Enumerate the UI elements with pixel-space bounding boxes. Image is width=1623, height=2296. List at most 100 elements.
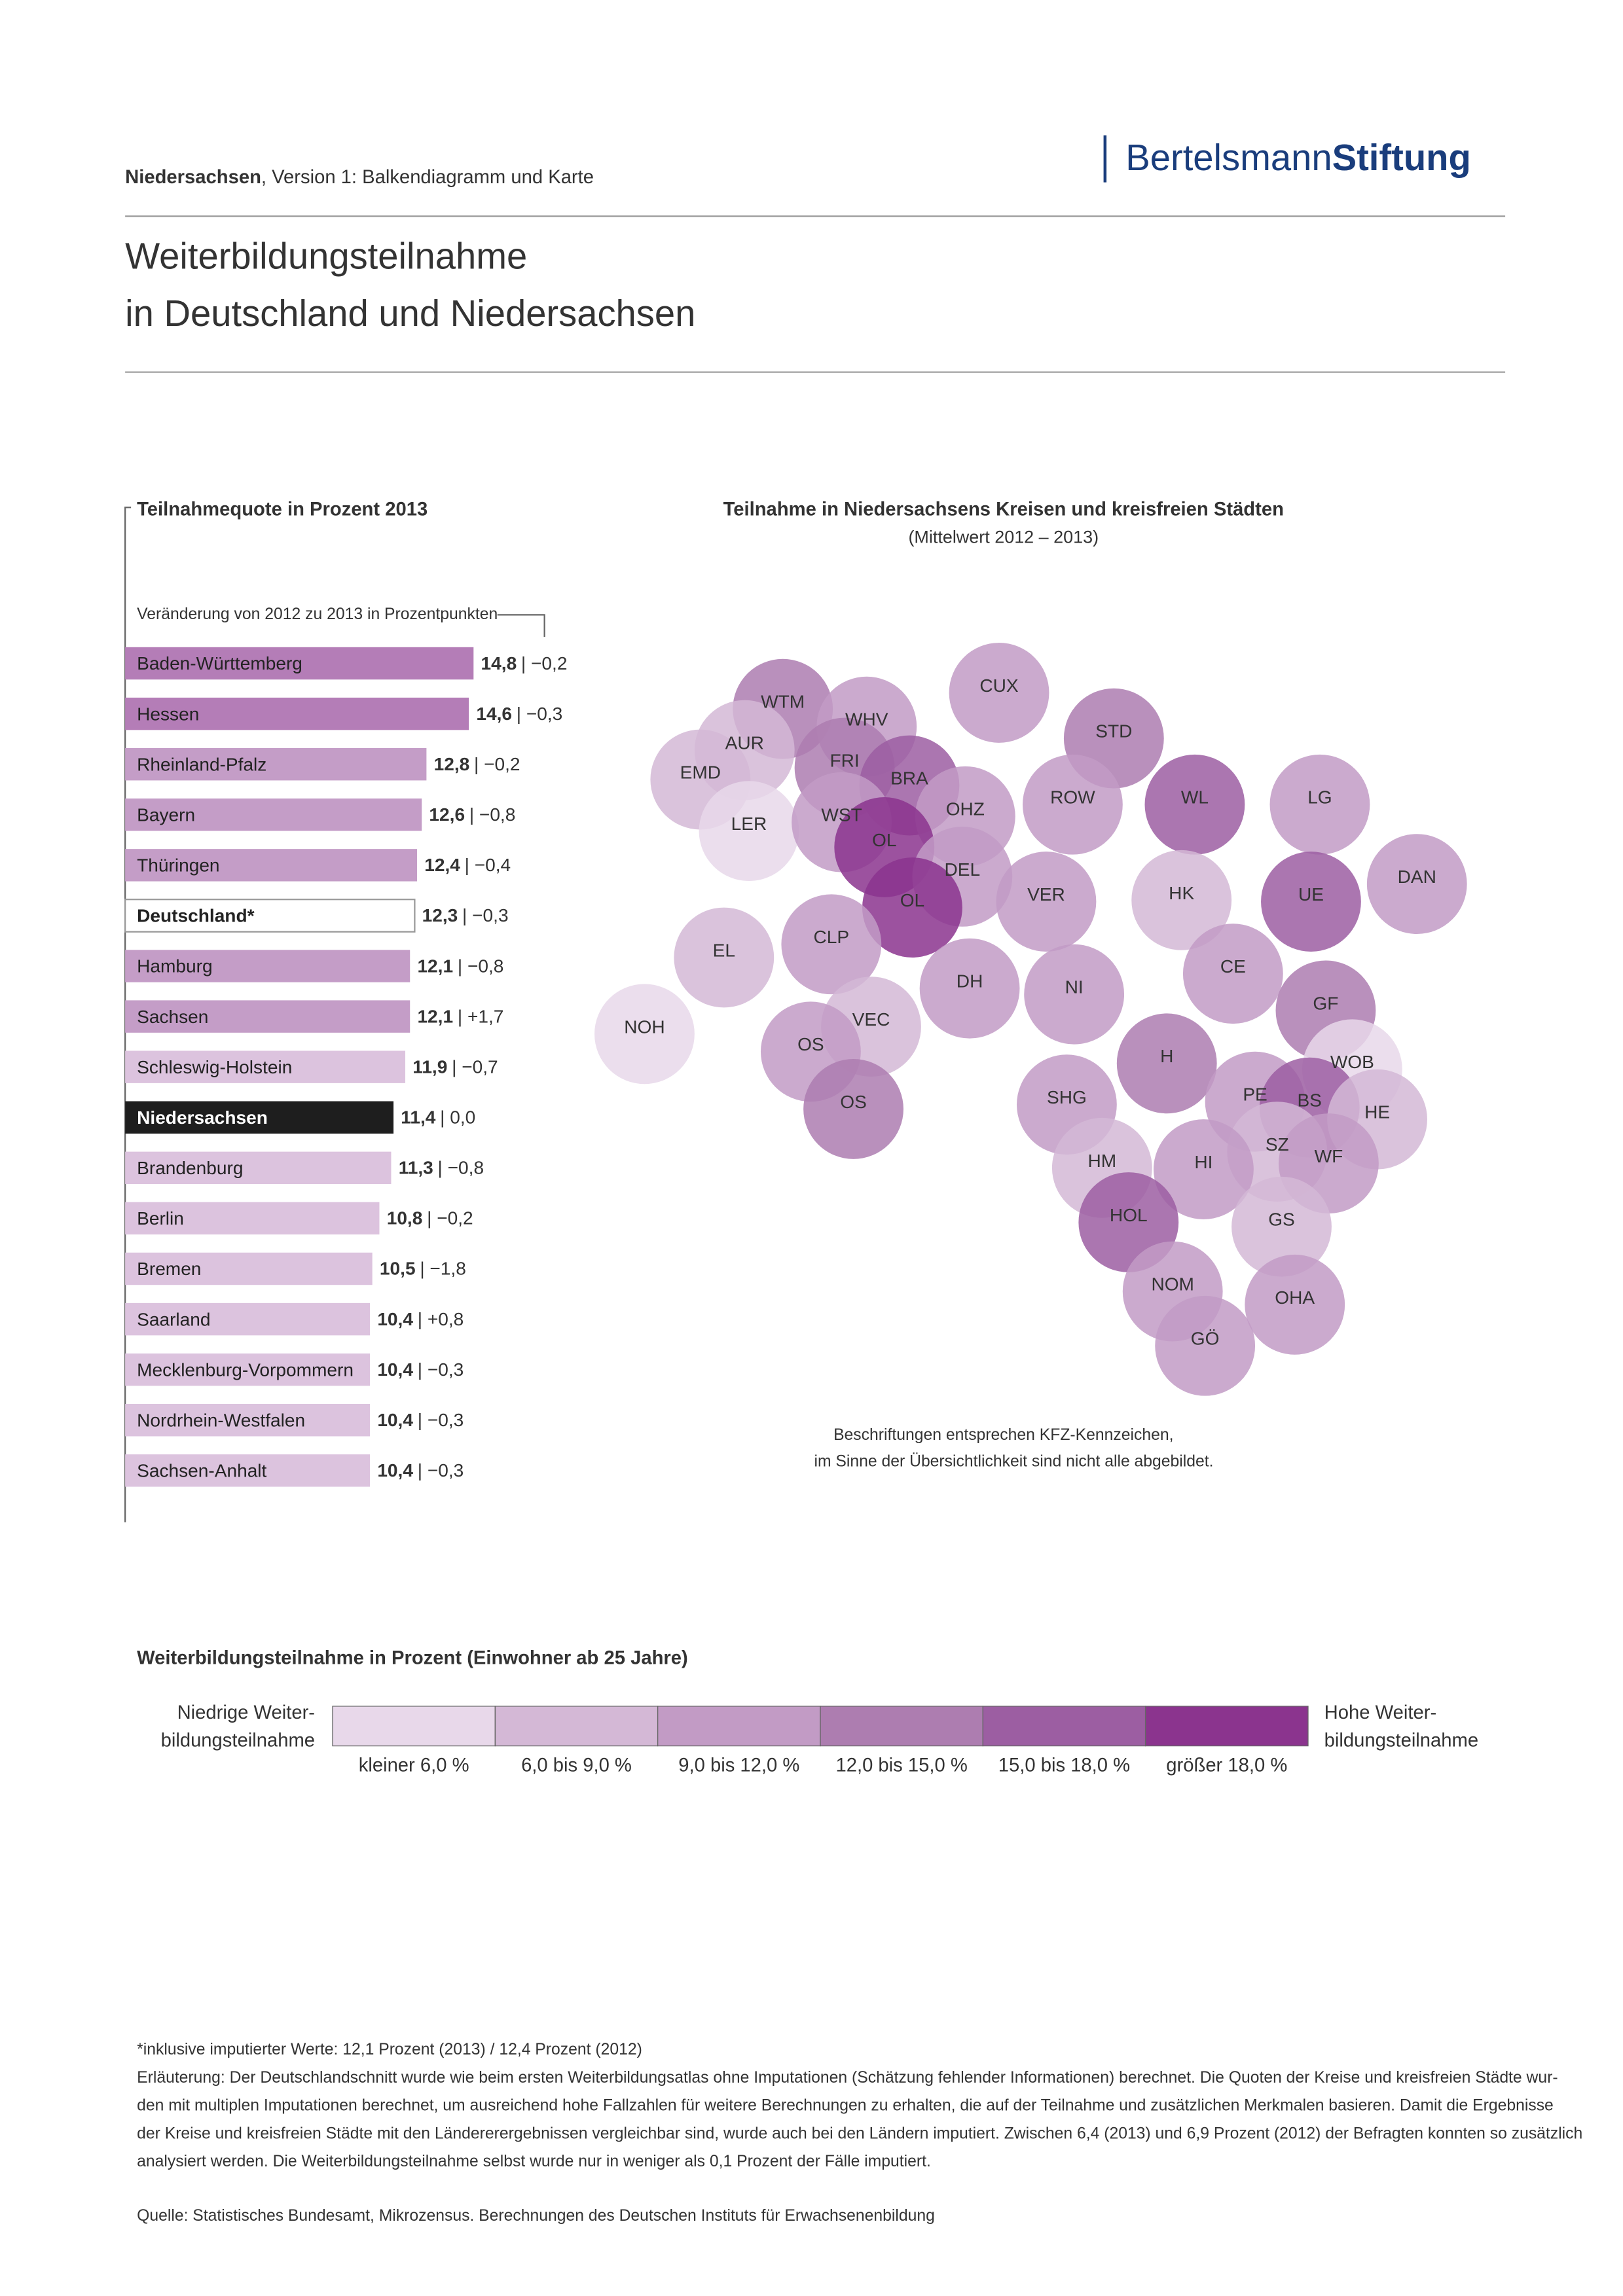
bar <box>125 747 427 781</box>
region-label: OS <box>840 1092 867 1112</box>
value: 14,6 <box>476 704 512 724</box>
value: 10,4 <box>377 1359 413 1380</box>
region-label: NOH <box>624 1016 665 1037</box>
value-label: 11,4 | 0,0 <box>401 1107 475 1128</box>
footnote: *inklusive imputierter Werte: 12,1 Proze… <box>137 2041 642 2058</box>
region-label: OS <box>797 1034 824 1054</box>
legend-title: Weiterbildungsteilnahme in Prozent (Einw… <box>137 1648 688 1669</box>
bar <box>125 1454 371 1487</box>
bar <box>125 950 410 982</box>
category-label: Sachsen-Anhalt <box>137 1460 266 1480</box>
change: | −0,3 <box>418 1410 464 1430</box>
region <box>862 857 962 958</box>
value: 10,8 <box>387 1208 423 1229</box>
chart-title: Teilnahmequote in Prozent 2013 <box>137 499 428 520</box>
region-label: OHZ <box>946 799 985 819</box>
region-label: BRA <box>890 768 928 788</box>
bar <box>125 647 474 680</box>
region-label: FRI <box>830 751 859 771</box>
change: | −0,3 <box>462 906 509 926</box>
region-label: CE <box>1220 956 1246 977</box>
legend: kleiner 6,0 % 6,0 bis 9,0 % 9,0 bis 12,0 %… <box>332 1706 1309 1776</box>
change: | −0,3 <box>418 1359 464 1380</box>
legend-swatch <box>1144 1706 1309 1747</box>
value-label: 12,6 | −0,8 <box>429 804 515 825</box>
region-label: WTM <box>761 692 805 712</box>
value: 12,8 <box>434 754 470 774</box>
category-label: Bayern <box>137 804 195 825</box>
region-label: GF <box>1313 993 1338 1013</box>
value-label: 10,4 | −0,3 <box>377 1460 464 1480</box>
region-label: VEC <box>852 1009 890 1030</box>
region-label: SZ <box>1266 1134 1289 1155</box>
category-label: Hamburg <box>137 956 212 977</box>
region-label: HM <box>1088 1151 1117 1171</box>
legend-label: größer 18,0 % <box>1166 1755 1287 1776</box>
bar <box>125 849 418 882</box>
map-subtitle: (Mittelwert 2012 – 2013) <box>908 528 1099 547</box>
region <box>1245 1254 1345 1355</box>
header-region: Niedersachsen <box>125 167 261 188</box>
bar <box>125 1404 371 1437</box>
category-label: Sachsen <box>137 1007 208 1027</box>
value: 11,3 <box>399 1158 433 1178</box>
value: 10,4 <box>377 1460 413 1480</box>
category-label: Berlin <box>137 1208 184 1229</box>
region <box>781 894 882 995</box>
value: 12,6 <box>429 804 465 825</box>
category-label: Bremen <box>137 1259 201 1279</box>
value-label: 11,3 | −0,8 <box>399 1158 484 1178</box>
region-label: EMD <box>680 762 721 782</box>
region-label: GS <box>1268 1210 1295 1230</box>
legend-swatch <box>494 1706 659 1747</box>
region-label: NI <box>1065 977 1084 997</box>
region-label: WOB <box>1330 1052 1374 1072</box>
region-label: H <box>1160 1046 1173 1066</box>
chart-subtitle: Veränderung von 2012 zu 2013 in Prozentp… <box>137 605 498 623</box>
value-label: 12,1 | +1,7 <box>417 1007 503 1027</box>
change: | +1,7 <box>458 1007 504 1027</box>
title: Weiterbildungsteilnahme <box>125 235 527 276</box>
region <box>949 643 1049 743</box>
region <box>699 781 799 882</box>
value: 12,3 <box>422 906 458 926</box>
logo-b: Stiftung <box>1332 137 1471 178</box>
change: | 0,0 <box>440 1107 475 1128</box>
region <box>1182 924 1283 1024</box>
region-label: OL <box>872 830 896 850</box>
region <box>594 984 695 1085</box>
value: 10,4 <box>377 1309 413 1329</box>
bar <box>125 1000 410 1033</box>
region <box>1024 944 1125 1045</box>
region <box>1116 1013 1217 1114</box>
region-label: LG <box>1307 787 1332 808</box>
region-label: SHG <box>1047 1087 1087 1107</box>
map-title: Teilnahme in Niedersachsens Kreisen und … <box>723 499 1284 520</box>
category-label: Deutschland* <box>137 906 254 926</box>
legend-swatch <box>820 1706 983 1747</box>
region-label: DH <box>957 971 983 992</box>
footnotes: *inklusive imputierter Werte: 12,1 Proze… <box>137 2041 1582 2170</box>
map-note: Beschriftungen entsprechen KFZ-Kennzeich… <box>833 1426 1173 1444</box>
region <box>674 907 775 1008</box>
bar <box>125 1151 392 1185</box>
value-label: 10,4 | −0,3 <box>377 1359 464 1380</box>
legend-label: 9,0 bis 12,0 % <box>678 1755 799 1776</box>
category-label: Baden-Württemberg <box>137 653 302 673</box>
region-label: HE <box>1364 1102 1390 1122</box>
value: 11,9 <box>412 1057 447 1077</box>
value-label: 12,3 | −0,3 <box>422 906 509 926</box>
change: | −0,8 <box>438 1158 484 1178</box>
region-label: WF <box>1315 1146 1343 1166</box>
header-subtitle: , Version 1: Balkendiagramm und Karte <box>261 167 594 188</box>
footnote: analysiert werden. Die Weiterbildungstei… <box>137 2153 931 2170</box>
logo-a: Bertelsmann <box>1125 137 1332 178</box>
value-label: 14,6 | −0,3 <box>476 704 562 724</box>
bar <box>124 899 416 933</box>
region-label: HI <box>1194 1152 1213 1172</box>
region <box>996 852 1097 952</box>
value-label: 10,8 | −0,2 <box>387 1208 473 1229</box>
